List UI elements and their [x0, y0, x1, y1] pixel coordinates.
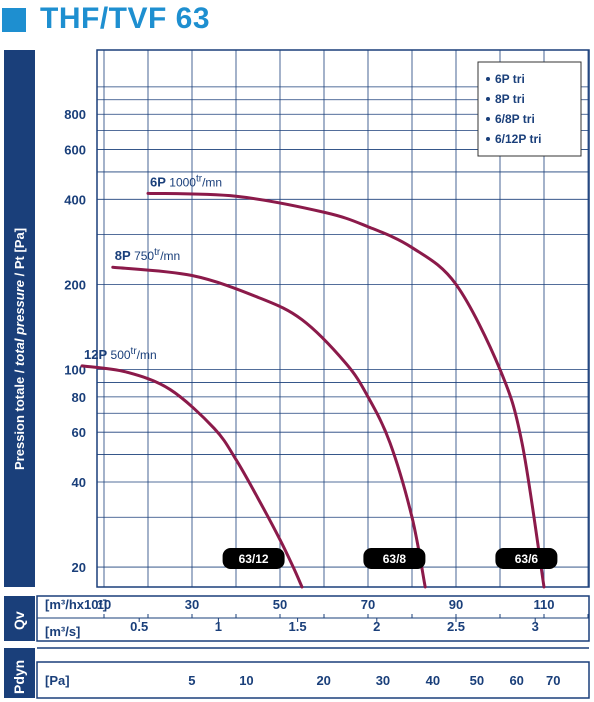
flow-unit-m3s: [m³/s]	[45, 624, 80, 639]
legend-bullet-icon	[486, 137, 490, 141]
size-tag-63-8	[363, 548, 426, 569]
flow-scale: 10 30 50 70 90 110 0.5 1 1.5 2 2.5 3	[97, 597, 589, 634]
y-tick-label: 200	[64, 277, 86, 292]
curve-label-unit-sup: tr	[131, 346, 138, 357]
flow-tick-m3h: 110	[534, 597, 555, 612]
size-tags: 63/12 63/8 63/6	[222, 548, 558, 569]
flow-tick-m3h: 90	[449, 597, 463, 612]
legend-bullet-icon	[486, 97, 490, 101]
flow-tick-m3s: 0.5	[130, 619, 148, 634]
curve-6P	[146, 191, 546, 589]
flow-tick-m3s: 1.5	[289, 619, 307, 634]
pdyn-label-bar	[4, 648, 35, 698]
title-square-icon	[2, 8, 26, 32]
flow-tick-m3s: 1	[215, 619, 222, 634]
y-axis-label-part-3: / Pt [Pa]	[12, 228, 27, 280]
qv-label-bar	[4, 596, 35, 641]
y-tick-label: 600	[64, 143, 86, 158]
legend-entry: 6/12P tri	[495, 132, 541, 146]
curve-label-unit: /mn	[160, 249, 180, 263]
page-title: THF/TVF 63	[40, 2, 211, 35]
plot-frame	[96, 49, 590, 588]
curve-label-12P: 12P 500tr/mn	[84, 346, 157, 362]
pdyn-tick: 5	[188, 673, 195, 688]
curve-label-unit: /mn	[202, 175, 222, 189]
y-tick-label: 60	[72, 425, 86, 440]
y-tick-label: 40	[72, 475, 86, 490]
flow-tick-m3h: 70	[361, 597, 375, 612]
y-axis-label-part-2: total pressure	[12, 280, 27, 366]
y-axis-label-bar	[4, 50, 35, 587]
curve-label-pole: 8P	[115, 248, 134, 263]
flow-tick-m3h: 10	[97, 597, 111, 612]
curve-12P	[80, 364, 304, 589]
curve-8P	[111, 265, 427, 589]
pdyn-tick: 30	[376, 673, 390, 688]
flow-tick-m3s: 3	[532, 619, 539, 634]
legend-entry: 8P tri	[495, 92, 525, 106]
legend: 6P tri 8P tri 6/8P tri 6/12P tri	[477, 61, 582, 157]
flow-tick-m3h: 50	[273, 597, 287, 612]
curve-label-6P: 6P 1000tr/mn	[150, 173, 222, 189]
curve-label-pole: 6P	[150, 174, 169, 189]
y-tick-label: 800	[64, 107, 86, 122]
legend-entry: 6P tri	[495, 72, 525, 86]
legend-bullet-icon	[486, 117, 490, 121]
pdyn-tick: 20	[316, 673, 330, 688]
curve-label-speed: 750	[134, 249, 154, 263]
curve-label-speed: 1000	[169, 175, 196, 189]
pdyn-scale-box	[36, 661, 590, 699]
size-tag-label: 63/6	[515, 552, 539, 566]
y-tick-label: 80	[72, 390, 86, 405]
y-tick-label: 400	[64, 192, 86, 207]
pdyn-tick: 70	[546, 673, 560, 688]
size-tag-label: 63/8	[383, 552, 407, 566]
pdyn-tick: 50	[470, 673, 484, 688]
flow-tick-m3h: 30	[185, 597, 199, 612]
legend-box	[477, 61, 582, 157]
y-axis-label: Pression totale / total pressure / Pt [P…	[12, 228, 27, 470]
size-tag-label: 63/12	[239, 552, 269, 566]
curve-label-8P: 8P 750tr/mn	[115, 247, 180, 263]
flow-tick-m3s: 2	[373, 619, 380, 634]
pdyn-unit: [Pa]	[45, 673, 70, 688]
y-axis-label-part-1: Pression totale /	[12, 366, 27, 470]
y-tick-label: 20	[72, 560, 86, 575]
curve-label-unit-sup: tr	[154, 247, 161, 258]
flow-tick-m3s: 2.5	[447, 619, 465, 634]
size-tag-63-12	[222, 548, 285, 569]
pdyn-tick: 40	[426, 673, 440, 688]
curve-label-speed: 500	[111, 348, 131, 362]
grid	[97, 50, 589, 587]
curve-label-pole: 12P	[84, 347, 111, 362]
size-tag-63-6	[495, 548, 558, 569]
pdyn-tick: 60	[509, 673, 523, 688]
flow-unit-m3h: [m³/hx10²]	[45, 597, 107, 612]
curve-label-unit: /mn	[137, 348, 157, 362]
pdyn-label: Pdyn	[11, 660, 27, 694]
legend-bullet-icon	[486, 77, 490, 81]
pdyn-scale: 5 10 20 30 40 50 60 70	[188, 673, 560, 688]
qv-label: Qv	[11, 611, 27, 630]
legend-entry: 6/8P tri	[495, 112, 535, 126]
pdyn-tick: 10	[239, 673, 253, 688]
curve-label-unit-sup: tr	[196, 173, 203, 184]
